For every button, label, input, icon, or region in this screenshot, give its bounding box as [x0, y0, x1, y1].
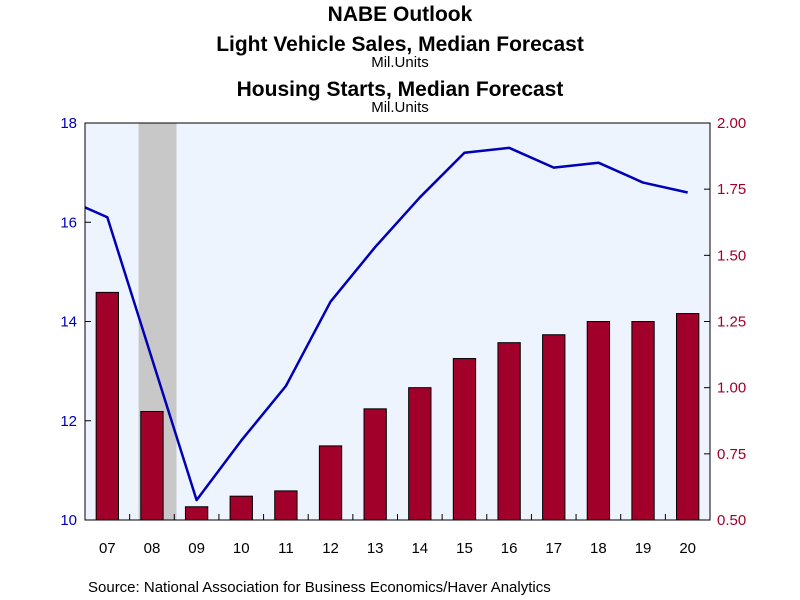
- housing-bar-07: [95, 291, 119, 521]
- right-tick-label: 1.00: [717, 380, 746, 397]
- right-tick-label: 1.50: [717, 247, 746, 264]
- x-tick-label-08: 08: [144, 540, 161, 557]
- x-tick-label-15: 15: [456, 540, 473, 557]
- housing-bar-16: [497, 342, 521, 521]
- line-series-title: Light Vehicle Sales, Median Forecast: [216, 33, 584, 56]
- right-tick-label: 1.75: [717, 181, 746, 198]
- left-tick-label: 16: [60, 214, 77, 231]
- x-tick-label-07: 07: [99, 540, 116, 557]
- housing-bar-19: [631, 321, 655, 521]
- right-tick-label: 1.25: [717, 314, 746, 331]
- x-tick-label-12: 12: [322, 540, 339, 557]
- x-tick-label-20: 20: [679, 540, 696, 557]
- bar-series-unit: Mil.Units: [371, 99, 429, 116]
- x-tick-label-19: 19: [635, 540, 652, 557]
- housing-bar-18: [586, 321, 611, 521]
- left-tick-label: 14: [60, 314, 77, 331]
- x-tick-label-10: 10: [233, 540, 250, 557]
- housing-bar-17: [542, 334, 566, 521]
- x-tick-label-14: 14: [411, 540, 428, 557]
- left-tick-label: 10: [60, 512, 77, 529]
- right-tick-label: 0.75: [717, 446, 746, 463]
- housing-bar-13: [363, 408, 387, 521]
- left-tick-label: 12: [60, 413, 77, 430]
- housing-bar-09: [184, 506, 209, 521]
- x-tick-label-11: 11: [278, 540, 294, 557]
- right-tick-label: 2.00: [717, 115, 746, 132]
- housing-bar-14: [408, 387, 432, 521]
- right-tick-label: 0.50: [717, 512, 746, 529]
- housing-bar-10: [229, 495, 253, 521]
- x-tick-label-16: 16: [501, 540, 518, 557]
- vehicle-sales-line: [85, 146, 688, 502]
- housing-bar-11: [274, 490, 298, 521]
- left-tick-label: 18: [60, 115, 77, 132]
- housing-bar-15: [452, 358, 477, 521]
- x-tick-label-17: 17: [545, 540, 562, 557]
- line-series-unit: Mil.Units: [371, 54, 429, 71]
- plot-area: [85, 123, 710, 520]
- source-note: Source: National Association for Busines…: [88, 579, 551, 596]
- x-tick-label-13: 13: [367, 540, 384, 557]
- housing-bar-12: [318, 445, 343, 521]
- x-tick-label-18: 18: [590, 540, 607, 557]
- x-tick-label-09: 09: [188, 540, 205, 557]
- bar-series-title: Housing Starts, Median Forecast: [237, 78, 564, 101]
- chart-title: NABE Outlook: [328, 3, 473, 26]
- housing-bar-20: [676, 313, 700, 521]
- housing-bar-08: [140, 410, 164, 521]
